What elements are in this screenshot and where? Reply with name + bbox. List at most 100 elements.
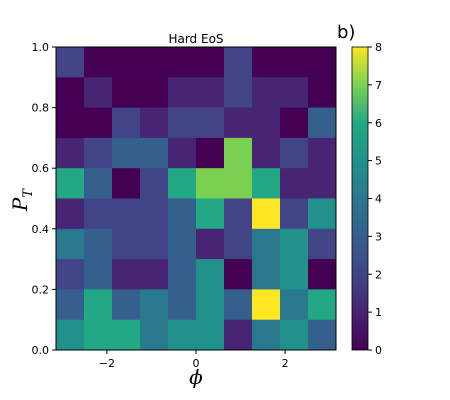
heatmap-cell: [56, 289, 85, 321]
heatmap-cell: [224, 168, 253, 199]
heatmap-cells: [56, 47, 337, 351]
colorbar-tick-label: 1: [375, 306, 382, 319]
y-tick-label: 1.0: [32, 41, 50, 54]
x-axis: −2 0 2: [99, 350, 289, 370]
heatmap-cell: [168, 137, 197, 169]
x-tick-label: −2: [99, 357, 115, 370]
heatmap-cell: [112, 289, 141, 321]
heatmap-cell: [84, 137, 113, 169]
heatmap-cell: [196, 107, 225, 139]
heatmap-cell: [56, 319, 85, 351]
heatmap-cell: [84, 289, 113, 321]
heatmap-cell: [168, 228, 197, 260]
colorbar-tick-label: 7: [375, 79, 382, 92]
heatmap-cell: [112, 198, 141, 230]
panel-label: b): [337, 22, 355, 43]
heatmap-cell: [84, 107, 113, 139]
heatmap-cell: [168, 107, 197, 139]
heatmap-cell: [140, 289, 169, 321]
heatmap-cell: [196, 137, 225, 169]
heatmap-cell: [252, 107, 281, 139]
y-tick-label: 0.0: [32, 344, 50, 357]
heatmap-cell: [56, 137, 85, 169]
heatmap-cell: [140, 319, 169, 351]
heatmap-cell: [308, 47, 337, 78]
heatmap-cell: [112, 168, 141, 199]
heatmap-cell: [84, 47, 113, 78]
colorbar-tick-label: 0: [375, 344, 382, 357]
heatmap-cell: [84, 319, 113, 351]
y-tick-label: 0.2: [32, 283, 50, 296]
heatmap-cell: [280, 198, 309, 230]
heatmap-cell: [196, 319, 225, 351]
heatmap-cell: [140, 137, 169, 169]
heatmap-cell: [224, 228, 253, 260]
heatmap-cell: [308, 319, 337, 351]
heatmap-cell: [84, 228, 113, 260]
heatmap-cell: [252, 259, 281, 290]
heatmap-cell: [84, 259, 113, 290]
heatmap-cell: [280, 289, 309, 321]
heatmap-cell: [196, 228, 225, 260]
heatmap-cell: [168, 47, 197, 78]
colorbar-tick-label: 2: [375, 268, 382, 281]
heatmap-cell: [280, 259, 309, 290]
heatmap-cell: [252, 47, 281, 78]
heatmap-cell: [308, 107, 337, 139]
heatmap-cell: [112, 259, 141, 290]
heatmap-cell: [112, 77, 141, 108]
heatmap-cell: [224, 47, 253, 78]
colorbar-axis: 0 1 2 3 4 5 6 7 8: [368, 41, 382, 357]
heatmap-cell: [280, 137, 309, 169]
heatmap-cell: [280, 77, 309, 108]
colorbar-tick-label: 3: [375, 230, 382, 243]
chart-title: Hard EoS: [168, 32, 223, 46]
heatmap-cell: [308, 137, 337, 169]
heatmap-cell: [196, 77, 225, 108]
heatmap-cell: [224, 259, 253, 290]
heatmap-cell: [140, 259, 169, 290]
heatmap-cell: [224, 198, 253, 230]
colorbar-tick-label: 6: [375, 117, 382, 130]
x-tick-label: 0: [193, 357, 200, 370]
heatmap-cell: [168, 77, 197, 108]
heatmap-cell: [112, 47, 141, 78]
y-axis-label-main: P: [8, 197, 32, 212]
x-tick-label: 2: [282, 357, 289, 370]
heatmap-cell: [280, 107, 309, 139]
heatmap-cell: [308, 198, 337, 230]
heatmap-cell: [84, 198, 113, 230]
heatmap-cell: [140, 77, 169, 108]
heatmap-cell: [224, 137, 253, 169]
heatmap-cell: [308, 289, 337, 321]
heatmap-cell: [308, 168, 337, 199]
heatmap-cell: [56, 168, 85, 199]
heatmap-cell: [140, 47, 169, 78]
heatmap-cell: [224, 319, 253, 351]
heatmap-cell: [56, 228, 85, 260]
colorbar-tick-label: 8: [375, 41, 382, 54]
heatmap-cell: [196, 47, 225, 78]
heatmap-cell: [168, 319, 197, 351]
heatmap-cell: [56, 259, 85, 290]
heatmap-cell: [168, 289, 197, 321]
heatmap-cell: [280, 228, 309, 260]
heatmap-cell: [280, 319, 309, 351]
heatmap-cell: [252, 137, 281, 169]
heatmap-cell: [252, 198, 281, 230]
colorbar-tick-label: 5: [375, 155, 382, 168]
heatmap-cell: [168, 259, 197, 290]
heatmap-cell: [252, 319, 281, 351]
heatmap-cell: [56, 47, 85, 78]
heatmap-cell: [196, 168, 225, 199]
svg-text:PT: PT: [8, 188, 36, 212]
heatmap-cell: [168, 168, 197, 199]
heatmap-cell: [196, 259, 225, 290]
heatmap-cell: [252, 289, 281, 321]
heatmap-cell: [112, 107, 141, 139]
colorbar: [351, 46, 369, 351]
heatmap-cell: [252, 77, 281, 108]
heatmap-cell: [140, 198, 169, 230]
heatmap-cell: [252, 168, 281, 199]
heatmap-cell: [196, 198, 225, 230]
